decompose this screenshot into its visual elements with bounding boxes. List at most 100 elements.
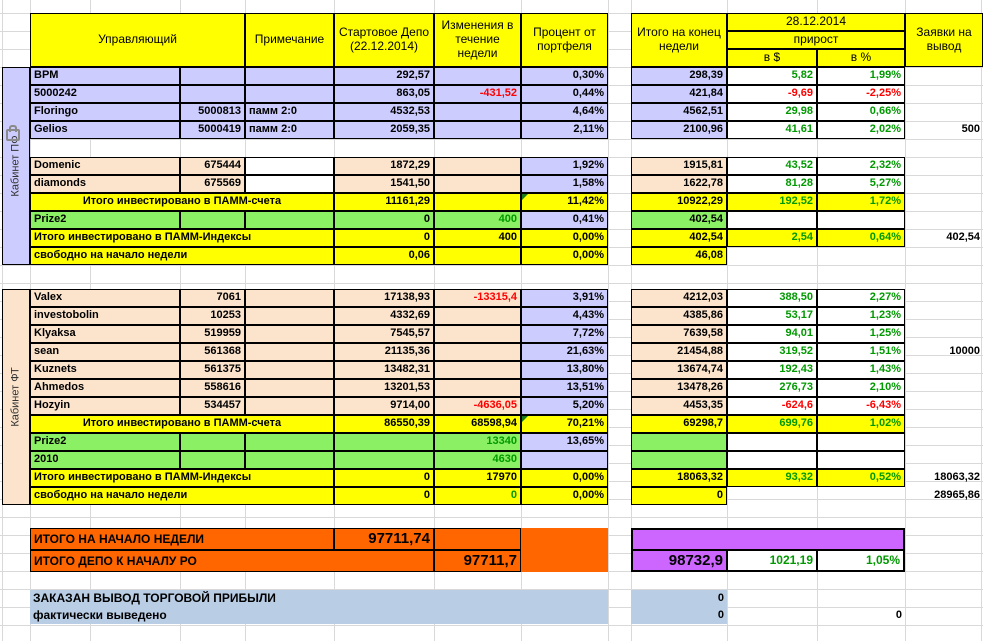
cell-total[interactable]: 69298,7 [631, 415, 727, 433]
cell-change[interactable] [434, 193, 521, 211]
cell-usd[interactable]: 5,82 [727, 67, 817, 85]
cell-start[interactable]: 7545,57 [334, 325, 434, 343]
cell-pct[interactable]: 0,00% [521, 487, 608, 505]
cell-note[interactable] [245, 85, 334, 103]
cell-note[interactable] [245, 157, 334, 175]
cell-usd[interactable]: 41,61 [727, 121, 817, 139]
cell-change[interactable] [434, 175, 521, 193]
cell-gpct[interactable]: 1,02% [817, 415, 905, 433]
cell-pct[interactable]: 0,30% [521, 67, 608, 85]
cell-change[interactable] [434, 343, 521, 361]
header-start-depo[interactable]: Стартовое Депо (22.12.2014) [334, 13, 434, 67]
cell-start[interactable]: 4532,53 [334, 103, 434, 121]
cell-name[interactable]: Floringo [30, 103, 180, 121]
row-label[interactable]: Итого инвестировано в ПАММ-Индексы [30, 229, 334, 247]
cell-start[interactable]: 86550,39 [334, 415, 434, 433]
cell-gpct[interactable]: 0 [895, 608, 902, 621]
cell-total[interactable]: 21454,88 [631, 343, 727, 361]
cell-start[interactable]: 13482,31 [334, 361, 434, 379]
cell-start[interactable]: 292,57 [334, 67, 434, 85]
cell-name[interactable]: BPM [30, 67, 180, 85]
cell-usd[interactable] [727, 451, 817, 469]
cell-gpct[interactable]: 1,51% [817, 343, 905, 361]
cell-note[interactable] [245, 307, 334, 325]
cell-start[interactable]: 4332,69 [334, 307, 434, 325]
cell-start[interactable] [334, 451, 434, 469]
row-label[interactable]: фактически выведено [30, 607, 608, 624]
cell-total[interactable]: 402,54 [631, 211, 727, 229]
cell-start[interactable]: 21135,36 [334, 343, 434, 361]
cell-total[interactable]: 421,84 [631, 85, 727, 103]
cell-gpct[interactable]: 2,10% [817, 379, 905, 397]
cell-usd[interactable]: 388,50 [727, 289, 817, 307]
cell-usd[interactable]: 53,17 [727, 307, 817, 325]
cell-change[interactable]: 13340 [434, 433, 521, 451]
cell-start[interactable]: 2059,35 [334, 121, 434, 139]
cell-account[interactable]: 534457 [180, 397, 245, 415]
cell-usd[interactable]: 94,01 [727, 325, 817, 343]
cell-name[interactable]: Domenic [30, 157, 180, 175]
cell-pct[interactable]: 0,44% [521, 85, 608, 103]
cell-total[interactable]: 18063,32 [631, 469, 727, 487]
cell-name[interactable]: diamonds [30, 175, 180, 193]
row-label[interactable]: свободно на начало недели [30, 487, 334, 505]
cell-gpct[interactable]: 1,05% [817, 550, 905, 572]
row-label[interactable]: Итого инвестировано в ПАММ-Индексы [30, 469, 334, 487]
cell-change[interactable]: 17970 [434, 469, 521, 487]
cell-start[interactable]: 0 [334, 487, 434, 505]
cell-note[interactable] [245, 289, 334, 307]
cell-note[interactable] [245, 379, 334, 397]
cell-total[interactable]: 98732,9 [631, 550, 727, 572]
cell-change[interactable] [434, 247, 521, 265]
cell-change[interactable] [434, 157, 521, 175]
cell-total[interactable]: 298,39 [631, 67, 727, 85]
cell-usd[interactable]: 81,28 [727, 175, 817, 193]
cell-pct[interactable]: 13,65% [521, 433, 608, 451]
cell-change[interactable] [434, 67, 521, 85]
cell-account[interactable]: 675569 [180, 175, 245, 193]
cell-usd[interactable]: 43,52 [727, 157, 817, 175]
cell-total[interactable]: 0 [631, 487, 727, 505]
cell-account[interactable]: 561368 [180, 343, 245, 361]
cell-name[interactable]: Hozyin [30, 397, 180, 415]
cell-total[interactable]: 0 [631, 607, 727, 624]
cell-total[interactable]: 4212,03 [631, 289, 727, 307]
cell-gpct[interactable]: 1,43% [817, 361, 905, 379]
header-week-changes[interactable]: Изменения в течение недели [434, 13, 521, 67]
cell-pct[interactable]: 21,63% [521, 343, 608, 361]
cell-name[interactable]: investobolin [30, 307, 180, 325]
cell-wd[interactable]: 28965,86 [934, 489, 980, 502]
cell-account[interactable] [180, 85, 245, 103]
header-gain-pct[interactable]: в % [817, 49, 905, 67]
section-label-pf[interactable]: Кабинет ПФ [2, 67, 30, 265]
cell-usd[interactable]: 699,76 [727, 415, 817, 433]
cell-total[interactable]: 0 [631, 590, 727, 607]
cell-name[interactable]: Prize2 [30, 211, 180, 229]
row-label[interactable]: Итого инвестировано в ПАММ-счета [30, 193, 334, 211]
cell-pct[interactable]: 13,80% [521, 361, 608, 379]
cell-name[interactable]: Klyaksa [30, 325, 180, 343]
cell-note[interactable] [245, 433, 334, 451]
cell-gpct[interactable]: 1,25% [817, 325, 905, 343]
cell-wd[interactable]: 500 [961, 123, 980, 136]
cell-pct[interactable] [521, 451, 608, 469]
cell-total[interactable]: 1915,81 [631, 157, 727, 175]
cell-note[interactable]: памм 2:0 [245, 103, 334, 121]
cell-total[interactable] [631, 433, 727, 451]
cell-total[interactable]: 13478,26 [631, 379, 727, 397]
cell-wd[interactable]: 18063,32 [934, 471, 980, 484]
header-gain[interactable]: прирост [727, 31, 905, 49]
cell-gpct[interactable] [817, 211, 905, 229]
cell-total[interactable]: 4385,86 [631, 307, 727, 325]
cell-usd[interactable]: 319,52 [727, 343, 817, 361]
cell-account[interactable]: 5000813 [180, 103, 245, 121]
cell-note[interactable] [245, 343, 334, 361]
cell-account[interactable]: 519959 [180, 325, 245, 343]
cell-usd[interactable]: -624,6 [727, 397, 817, 415]
cell-change[interactable]: 68598,94 [434, 415, 521, 433]
cell-name[interactable]: 2010 [30, 451, 180, 469]
cell-note[interactable] [245, 67, 334, 85]
cell-pct[interactable]: 13,51% [521, 379, 608, 397]
cell-gpct[interactable]: 0,52% [817, 469, 905, 487]
cell-usd[interactable] [727, 433, 817, 451]
